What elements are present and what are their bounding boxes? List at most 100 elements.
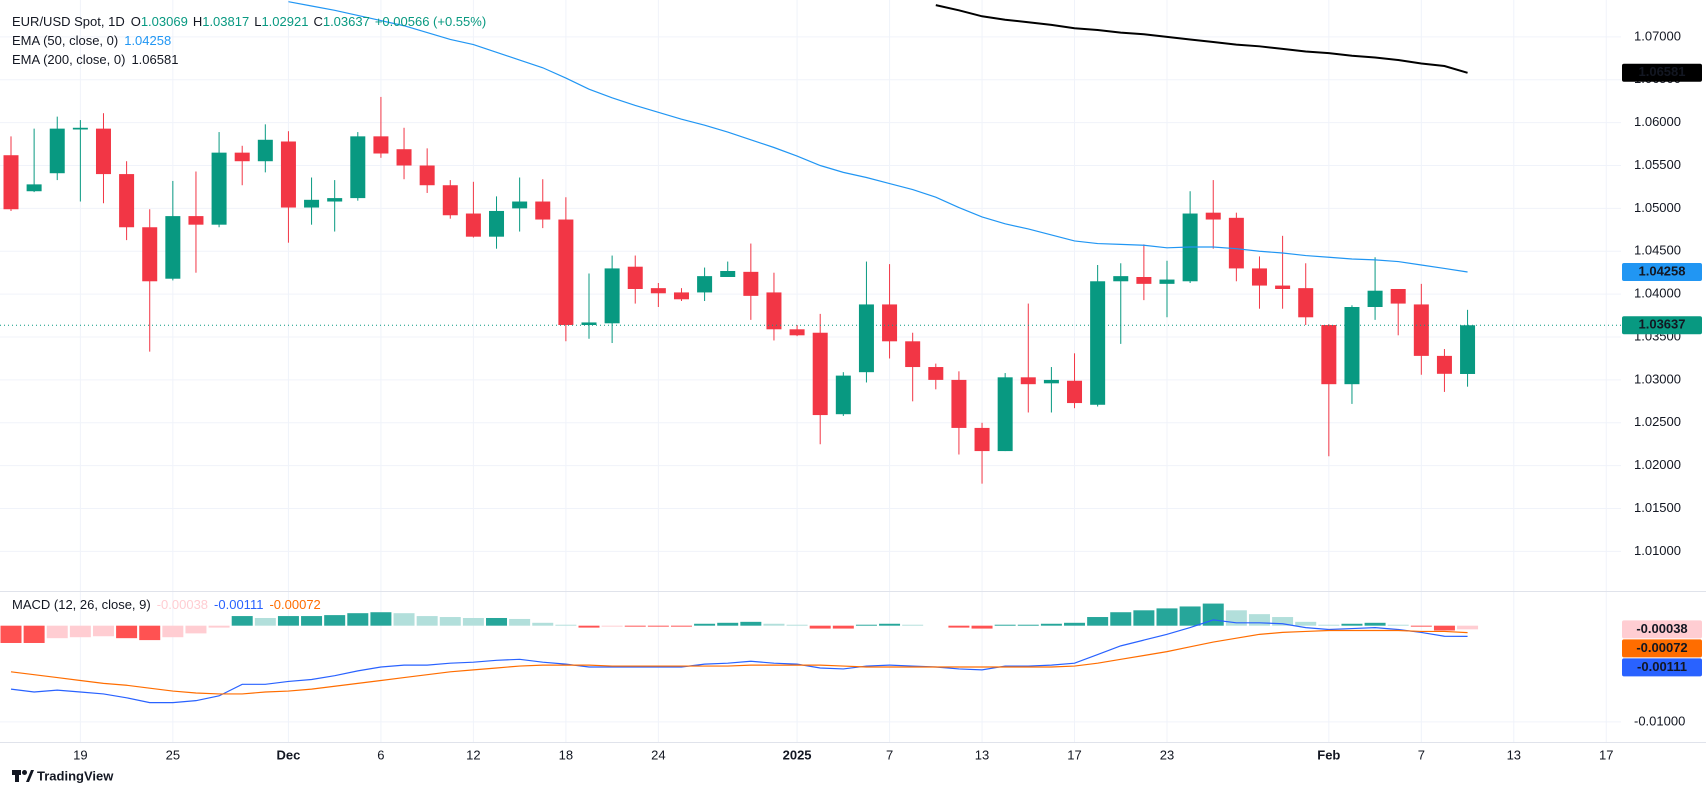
candle-body bbox=[512, 201, 528, 209]
ema-line bbox=[935, 4, 1468, 74]
histogram-bar bbox=[1457, 625, 1479, 630]
candle-body bbox=[1251, 268, 1267, 286]
histogram-bar bbox=[532, 622, 554, 626]
header-row: EUR/USD Spot, 1D O1.03069 H1.03817 L1.02921… bbox=[12, 14, 486, 29]
candle-body bbox=[327, 198, 343, 202]
candle-body bbox=[558, 219, 574, 326]
histogram-bar bbox=[948, 625, 970, 628]
legend-name: EMA (50, close, 0) bbox=[12, 33, 118, 48]
histogram-bar bbox=[231, 616, 253, 626]
histogram-bar bbox=[855, 624, 877, 626]
histogram-bar bbox=[92, 625, 114, 637]
histogram-bar bbox=[370, 612, 392, 626]
candle-body bbox=[835, 375, 851, 415]
y-tick-label: 1.01500 bbox=[1634, 500, 1681, 515]
y-tick-label: -0.01000 bbox=[1634, 713, 1685, 728]
candle-body bbox=[1113, 276, 1129, 282]
candle-body bbox=[396, 149, 412, 166]
candle-body bbox=[1090, 281, 1106, 405]
histogram-bar bbox=[69, 625, 91, 638]
macd-line bbox=[10, 619, 1468, 704]
candle-body bbox=[142, 227, 158, 282]
logo-stem bbox=[15, 770, 19, 782]
histogram-bar bbox=[694, 623, 716, 626]
histogram-bar bbox=[1387, 624, 1409, 626]
histogram-bar bbox=[393, 613, 415, 626]
macd-badge-bg bbox=[1622, 620, 1702, 639]
macd-title: MACD (12, 26, close, 9) bbox=[12, 597, 151, 612]
x-tick-label: 13 bbox=[975, 747, 989, 762]
histogram-bar bbox=[717, 622, 739, 626]
ohlc-value: 1.02921 bbox=[261, 14, 308, 29]
histogram-bar bbox=[624, 625, 646, 627]
y-tick-label: 1.04000 bbox=[1634, 286, 1681, 301]
histogram-bar bbox=[1248, 614, 1270, 626]
x-tick-label: 17 bbox=[1599, 747, 1613, 762]
histogram-bar bbox=[809, 625, 831, 629]
x-tick-label: 7 bbox=[886, 747, 893, 762]
histogram-bar bbox=[1295, 621, 1317, 626]
histogram-bar bbox=[208, 625, 230, 628]
histogram-bar bbox=[786, 624, 808, 626]
ohlc-value: 1.03637 bbox=[323, 14, 370, 29]
y-tick-label: 1.02000 bbox=[1634, 457, 1681, 472]
candle-body bbox=[1043, 379, 1059, 384]
histogram-bar bbox=[324, 615, 346, 626]
axes: 1.010001.015001.020001.025001.030001.035… bbox=[73, 28, 1702, 762]
histogram-bar bbox=[1156, 608, 1178, 626]
candle-body bbox=[974, 427, 990, 452]
x-tick-label: 6 bbox=[377, 747, 384, 762]
candle-body bbox=[1205, 212, 1221, 220]
candle-body bbox=[49, 128, 65, 174]
candle-body bbox=[951, 379, 967, 428]
candle-body bbox=[650, 288, 666, 294]
candle-body bbox=[1367, 290, 1383, 308]
histogram-bar bbox=[1064, 622, 1086, 626]
histogram-bar bbox=[416, 616, 438, 626]
ema-line bbox=[288, 1, 1468, 273]
candle-body bbox=[489, 210, 505, 237]
histogram-bar bbox=[1110, 612, 1132, 626]
x-tick-label: 24 bbox=[651, 747, 665, 762]
histogram-bar bbox=[1318, 624, 1340, 626]
last-price-badge-bg bbox=[1622, 316, 1702, 335]
legend-value: 1.04258 bbox=[124, 33, 171, 48]
ohlc-label: L bbox=[254, 14, 261, 29]
histogram-bar bbox=[555, 624, 577, 626]
candle-body bbox=[188, 216, 204, 225]
candle-body bbox=[119, 174, 135, 228]
candle-body bbox=[1436, 355, 1452, 374]
histogram-bar bbox=[347, 613, 369, 626]
ema-badge: 1.06581 bbox=[1639, 64, 1686, 79]
x-tick-label: 2025 bbox=[783, 747, 812, 762]
legend-value: -0.00111 bbox=[214, 597, 263, 612]
candle-body bbox=[720, 270, 736, 277]
candle-body bbox=[627, 266, 643, 289]
ema-legend: EMA (200, close, 0) 1.06581 bbox=[12, 52, 178, 67]
candle-body bbox=[419, 165, 435, 186]
candle-body bbox=[3, 155, 19, 210]
histogram-bar bbox=[740, 621, 762, 626]
signal-line bbox=[10, 629, 1468, 695]
x-tick-label: 19 bbox=[73, 747, 87, 762]
candle-body bbox=[928, 367, 944, 380]
y-tick-label: 1.06000 bbox=[1634, 114, 1681, 129]
legend: EUR/USD Spot, 1D O1.03069 H1.03817 L1.02921… bbox=[12, 14, 486, 612]
symbol: EUR/USD Spot, 1D bbox=[12, 14, 125, 29]
candle-body bbox=[1020, 377, 1036, 385]
histogram-bar bbox=[301, 616, 323, 626]
y-tick-label: 1.05500 bbox=[1634, 157, 1681, 172]
macd-badge: -0.00038 bbox=[1636, 621, 1687, 636]
candle-body bbox=[604, 268, 620, 324]
logo-slash bbox=[26, 770, 34, 782]
histogram-bar bbox=[647, 625, 669, 627]
candle-body bbox=[743, 271, 759, 296]
legend-name: EMA (200, close, 0) bbox=[12, 52, 125, 67]
candle-body bbox=[373, 136, 389, 154]
ema-badge-bg bbox=[1622, 263, 1702, 282]
histogram-bar bbox=[277, 616, 299, 626]
histogram-bar bbox=[462, 617, 484, 626]
